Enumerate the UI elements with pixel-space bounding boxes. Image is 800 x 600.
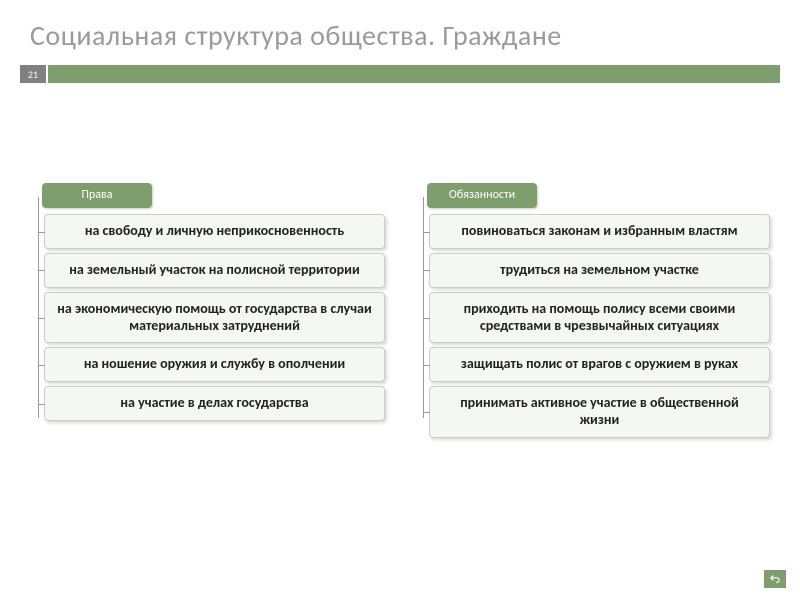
list-item: приходить на помощь полису всеми своими … — [429, 292, 770, 344]
diagram-columns: Права на свободу и личную неприкосновенн… — [0, 83, 800, 438]
page-number: 21 — [20, 65, 46, 83]
connector-line — [38, 197, 39, 418]
slide-title: Социальная структура общества. Граждане — [0, 0, 800, 61]
connector-line — [423, 197, 424, 418]
list-item: на земельный участок на полисной террито… — [44, 253, 385, 288]
return-icon[interactable] — [764, 570, 786, 588]
list-item: повиноваться законам и избранным властям — [429, 214, 770, 249]
list-item: на ношение оружия и службу в ополчении — [44, 347, 385, 382]
header-bar: 21 — [20, 65, 780, 83]
right-column-header: Обязанности — [427, 183, 537, 208]
right-column: Обязанности повиноваться законам и избра… — [415, 183, 770, 438]
left-items: на свободу и личную неприкосновенность н… — [44, 214, 385, 421]
accent-bar — [48, 65, 780, 83]
list-item: трудиться на земельном участке — [429, 253, 770, 288]
left-column: Права на свободу и личную неприкосновенн… — [30, 183, 385, 438]
right-items: повиноваться законам и избранным властям… — [429, 214, 770, 438]
list-item: на свободу и личную неприкосновенность — [44, 214, 385, 249]
left-column-header: Права — [42, 183, 152, 208]
list-item: на экономическую помощь от государства в… — [44, 292, 385, 344]
list-item: принимать активное участие в общественно… — [429, 386, 770, 438]
list-item: защищать полис от врагов с оружием в рук… — [429, 347, 770, 382]
list-item: на участие в делах государства — [44, 386, 385, 421]
